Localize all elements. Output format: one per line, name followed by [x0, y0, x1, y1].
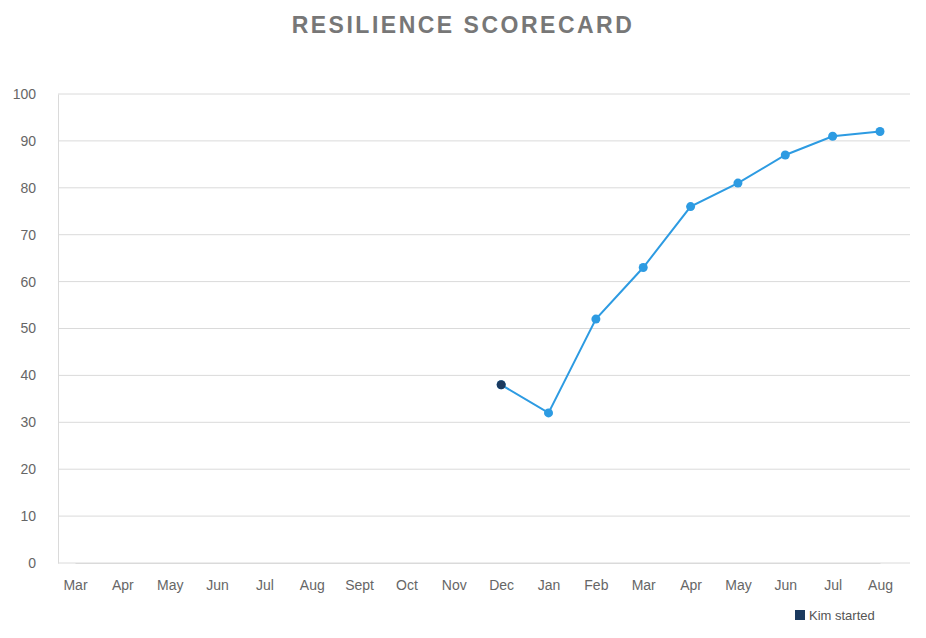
- title: RESILIENCE SCORECARD: [292, 12, 635, 38]
- tick: 70: [20, 227, 58, 243]
- tick: Jun: [206, 563, 229, 593]
- y-axis: 0 10 20 30 40 50 60 70 80 90 100: [13, 86, 59, 571]
- point: [544, 408, 553, 417]
- tick-label: 90: [20, 133, 36, 149]
- series: [497, 380, 506, 389]
- tick: Feb: [584, 563, 608, 593]
- tick-label: Oct: [396, 577, 418, 593]
- point: [781, 150, 790, 159]
- tick-label: 20: [20, 461, 36, 477]
- point: [591, 315, 600, 324]
- tick-label: Jun: [775, 577, 798, 593]
- grid-line: [58, 516, 910, 517]
- tick: Oct: [396, 563, 418, 593]
- grid: [58, 94, 910, 563]
- tick-label: 0: [28, 555, 36, 571]
- tick-label: Jun: [206, 577, 229, 593]
- plot-area: [497, 127, 885, 417]
- grid-line: [58, 563, 910, 564]
- tick-label: Apr: [680, 577, 702, 593]
- legend-item: Kim started: [795, 608, 875, 623]
- tick-label: Jul: [256, 577, 274, 593]
- grid-line: [58, 469, 910, 470]
- tick: Sept: [345, 563, 374, 593]
- tick: 80: [20, 180, 58, 196]
- tick-label: Dec: [489, 577, 514, 593]
- grid-line: [58, 94, 910, 95]
- x-axis: Mar Apr May Jun Jul Aug Sept Oct Nov Dec Jan Feb Mar…: [63, 563, 893, 593]
- tick-label: 80: [20, 180, 36, 196]
- tick: 0: [28, 555, 58, 571]
- tick: May: [157, 563, 183, 593]
- axis-line: [76, 563, 881, 564]
- grid-line: [58, 375, 910, 376]
- tick-label: Nov: [442, 577, 467, 593]
- tick: 50: [20, 320, 58, 336]
- tick-label: 30: [20, 414, 36, 430]
- tick-label: Mar: [632, 577, 656, 593]
- tick-label: Jul: [824, 577, 842, 593]
- legend-swatch: [795, 610, 805, 620]
- tick: Dec: [489, 563, 514, 593]
- tick: 30: [20, 414, 58, 430]
- point: [828, 132, 837, 141]
- point: [497, 380, 506, 389]
- tick-label: 100: [13, 86, 37, 102]
- tick-label: Aug: [300, 577, 325, 593]
- grid-line: [58, 234, 910, 235]
- tick: May: [725, 563, 751, 593]
- grid-line: [58, 140, 910, 141]
- legend-label: Kim started: [809, 608, 875, 623]
- point: [733, 179, 742, 188]
- tick: Nov: [442, 563, 467, 593]
- grid-line: [58, 422, 910, 423]
- tick-label: 60: [20, 274, 36, 290]
- tick-label: 50: [20, 320, 36, 336]
- tick-label: May: [157, 577, 183, 593]
- tick-label: 40: [20, 367, 36, 383]
- tick: 10: [20, 508, 58, 524]
- tick: 100: [13, 86, 58, 102]
- tick: 40: [20, 367, 58, 383]
- legend: Kim started: [795, 608, 875, 623]
- series: [497, 127, 885, 417]
- point: [639, 263, 648, 272]
- tick-label: Sept: [345, 577, 374, 593]
- tick: Jul: [824, 563, 842, 593]
- tick-label: Apr: [112, 577, 134, 593]
- tick: Mar: [63, 563, 87, 593]
- grid-line: [58, 281, 910, 282]
- tick: Aug: [868, 563, 893, 593]
- line: [501, 132, 880, 413]
- tick: Aug: [300, 563, 325, 593]
- tick-label: May: [725, 577, 751, 593]
- point: [497, 380, 506, 389]
- tick: 60: [20, 274, 58, 290]
- tick-label: Jan: [538, 577, 561, 593]
- tick: Apr: [680, 563, 702, 593]
- axis-line: [58, 95, 59, 564]
- tick: 20: [20, 461, 58, 477]
- tick: Jun: [775, 563, 798, 593]
- tick: Mar: [632, 563, 656, 593]
- point: [876, 127, 885, 136]
- point: [686, 202, 695, 211]
- tick: Jul: [256, 563, 274, 593]
- chart: RESILIENCE SCORECARD 0 10 20 30 40 50 60 70 80 90 1…: [0, 0, 926, 638]
- tick-label: Feb: [584, 577, 608, 593]
- tick: Apr: [112, 563, 134, 593]
- tick-label: Aug: [868, 577, 893, 593]
- tick-label: 70: [20, 227, 36, 243]
- grid-line: [58, 328, 910, 329]
- tick: 90: [20, 133, 58, 149]
- tick: Jan: [538, 563, 561, 593]
- grid-line: [58, 187, 910, 188]
- tick-label: 10: [20, 508, 36, 524]
- tick-label: Mar: [63, 577, 87, 593]
